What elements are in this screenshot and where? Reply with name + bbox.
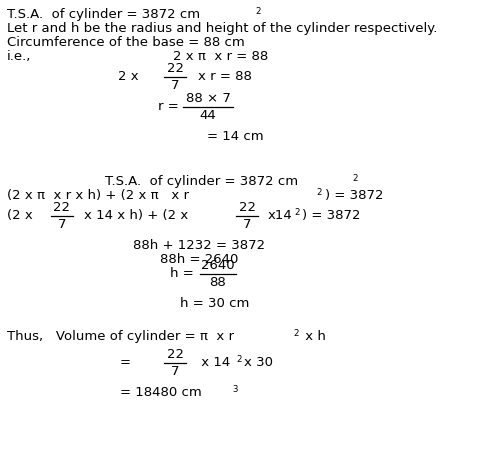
Text: x 14 x h) + (2 x: x 14 x h) + (2 x bbox=[84, 209, 188, 222]
Text: 2 x: 2 x bbox=[118, 70, 139, 83]
Text: 7: 7 bbox=[171, 365, 179, 378]
Text: Thus,   Volume of cylinder = π  x r: Thus, Volume of cylinder = π x r bbox=[7, 330, 234, 343]
Text: x 30: x 30 bbox=[244, 356, 273, 369]
Text: i.e.,: i.e., bbox=[7, 50, 31, 63]
Text: 88h + 1232 = 3872: 88h + 1232 = 3872 bbox=[133, 239, 265, 252]
Text: 88 × 7: 88 × 7 bbox=[186, 92, 230, 105]
Text: = 14 cm: = 14 cm bbox=[207, 130, 264, 143]
Text: 22: 22 bbox=[239, 201, 255, 214]
Text: 2: 2 bbox=[316, 188, 321, 197]
Text: 44: 44 bbox=[200, 109, 216, 122]
Text: x h: x h bbox=[301, 330, 326, 343]
Text: 22: 22 bbox=[166, 348, 184, 361]
Text: 2: 2 bbox=[352, 174, 358, 183]
Text: = 18480 cm: = 18480 cm bbox=[120, 386, 202, 399]
Text: ) = 3872: ) = 3872 bbox=[325, 189, 384, 202]
Text: ) = 3872: ) = 3872 bbox=[302, 209, 361, 222]
Text: 22: 22 bbox=[54, 201, 70, 214]
Text: 7: 7 bbox=[58, 218, 66, 231]
Text: x 14: x 14 bbox=[197, 356, 230, 369]
Text: 88: 88 bbox=[210, 276, 227, 289]
Text: 2: 2 bbox=[255, 7, 260, 16]
Text: 2 x π  x r = 88: 2 x π x r = 88 bbox=[173, 50, 268, 63]
Text: h =: h = bbox=[170, 267, 194, 280]
Text: 88h = 2640: 88h = 2640 bbox=[160, 253, 239, 266]
Text: 7: 7 bbox=[171, 79, 179, 92]
Text: T.S.A.  of cylinder = 3872 cm: T.S.A. of cylinder = 3872 cm bbox=[7, 8, 200, 21]
Text: T.S.A.  of cylinder = 3872 cm: T.S.A. of cylinder = 3872 cm bbox=[105, 175, 298, 188]
Text: 2640: 2640 bbox=[201, 259, 235, 272]
Text: 2: 2 bbox=[236, 355, 241, 364]
Text: (2 x: (2 x bbox=[7, 209, 33, 222]
Text: 2: 2 bbox=[293, 329, 298, 338]
Text: 22: 22 bbox=[166, 62, 184, 75]
Text: 2: 2 bbox=[294, 208, 299, 217]
Text: x r = 88: x r = 88 bbox=[198, 70, 252, 83]
Text: (2 x π  x r x h) + (2 x π   x r: (2 x π x r x h) + (2 x π x r bbox=[7, 189, 189, 202]
Text: Let r and h be the radius and height of the cylinder respectively.: Let r and h be the radius and height of … bbox=[7, 22, 437, 35]
Text: r =: r = bbox=[158, 100, 179, 113]
Text: 7: 7 bbox=[243, 218, 251, 231]
Text: Circumference of the base = 88 cm: Circumference of the base = 88 cm bbox=[7, 36, 245, 49]
Text: =: = bbox=[120, 356, 131, 369]
Text: h = 30 cm: h = 30 cm bbox=[180, 297, 249, 310]
Text: x14: x14 bbox=[268, 209, 293, 222]
Text: 3: 3 bbox=[232, 385, 238, 394]
